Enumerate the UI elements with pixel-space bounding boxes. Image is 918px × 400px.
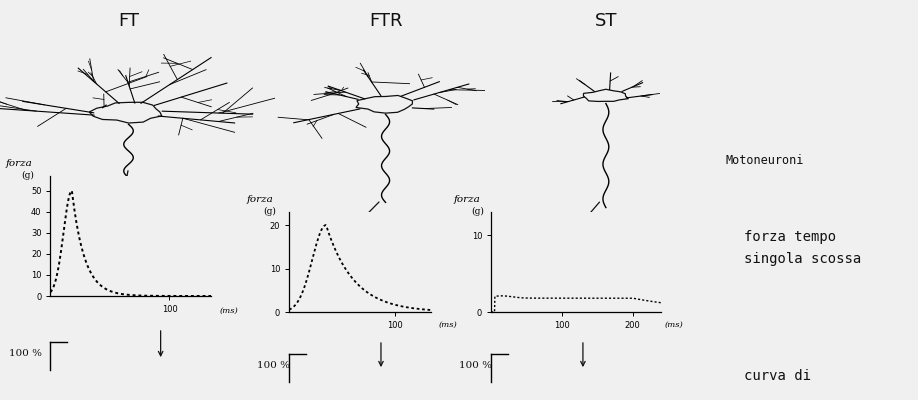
- Text: (ms): (ms): [439, 321, 457, 329]
- Text: FTR: FTR: [369, 12, 402, 30]
- Text: (ms): (ms): [665, 321, 683, 329]
- Text: FT: FT: [118, 12, 139, 30]
- Text: forza: forza: [453, 195, 480, 204]
- Text: 100 %: 100 %: [257, 362, 290, 370]
- Text: Motoneuroni: Motoneuroni: [725, 154, 803, 166]
- Text: (ms): (ms): [219, 307, 238, 315]
- Text: (g): (g): [263, 207, 276, 216]
- Text: (g): (g): [471, 207, 484, 216]
- Text: 100 %: 100 %: [459, 362, 492, 370]
- Text: curva di: curva di: [744, 369, 811, 383]
- Text: forza: forza: [247, 195, 274, 204]
- Text: 100 %: 100 %: [9, 350, 42, 358]
- Text: ST: ST: [595, 12, 617, 30]
- Text: forza tempo
singola scossa: forza tempo singola scossa: [744, 230, 861, 266]
- Text: (g): (g): [22, 171, 35, 180]
- Text: forza: forza: [6, 159, 32, 168]
